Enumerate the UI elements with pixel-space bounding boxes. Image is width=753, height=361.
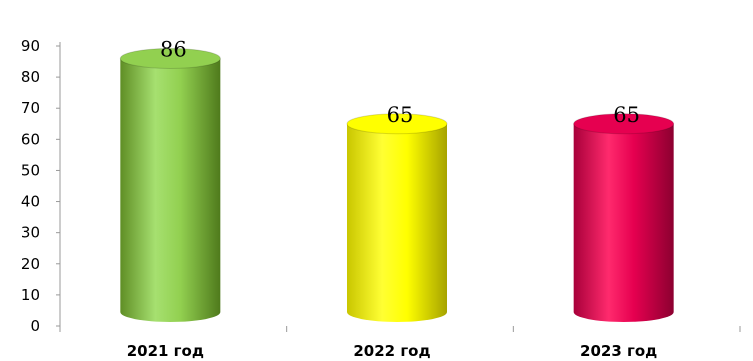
labels: 86 2021 год 65 2022 год 65 2023 год [127,37,658,360]
y-tick-label: 80 [21,68,40,86]
bar-top-cap [573,113,675,135]
y-tick-label: 50 [21,161,40,179]
bar-2023 [573,113,675,323]
y-tick-label: 10 [21,286,40,304]
y-tick-label: 70 [21,99,40,117]
x-tick-label: 2022 год [353,342,430,360]
bar-top-cap [119,47,221,69]
y-tick-label: 60 [21,130,40,148]
data-label: 65 [387,103,414,127]
bar-body [347,123,447,322]
bar-2022 [346,113,448,322]
data-label: 65 [613,103,640,127]
bar-top-cap [346,113,448,135]
bars [119,47,675,323]
y-tick-label: 20 [21,255,40,273]
bar-2021 [119,47,221,322]
bar-body [120,58,221,322]
y-tick-label: 90 [21,37,40,55]
y-tick-label: 30 [21,224,40,242]
bar-body [573,123,674,323]
x-tick-label: 2023 год [580,342,657,360]
y-tick-label: 0 [30,317,40,335]
axes: 0 10 20 30 40 50 60 70 80 90 [21,37,741,335]
data-label: 86 [160,37,187,61]
y-tick-label: 40 [21,193,40,211]
x-tick-label: 2021 год [127,342,204,360]
